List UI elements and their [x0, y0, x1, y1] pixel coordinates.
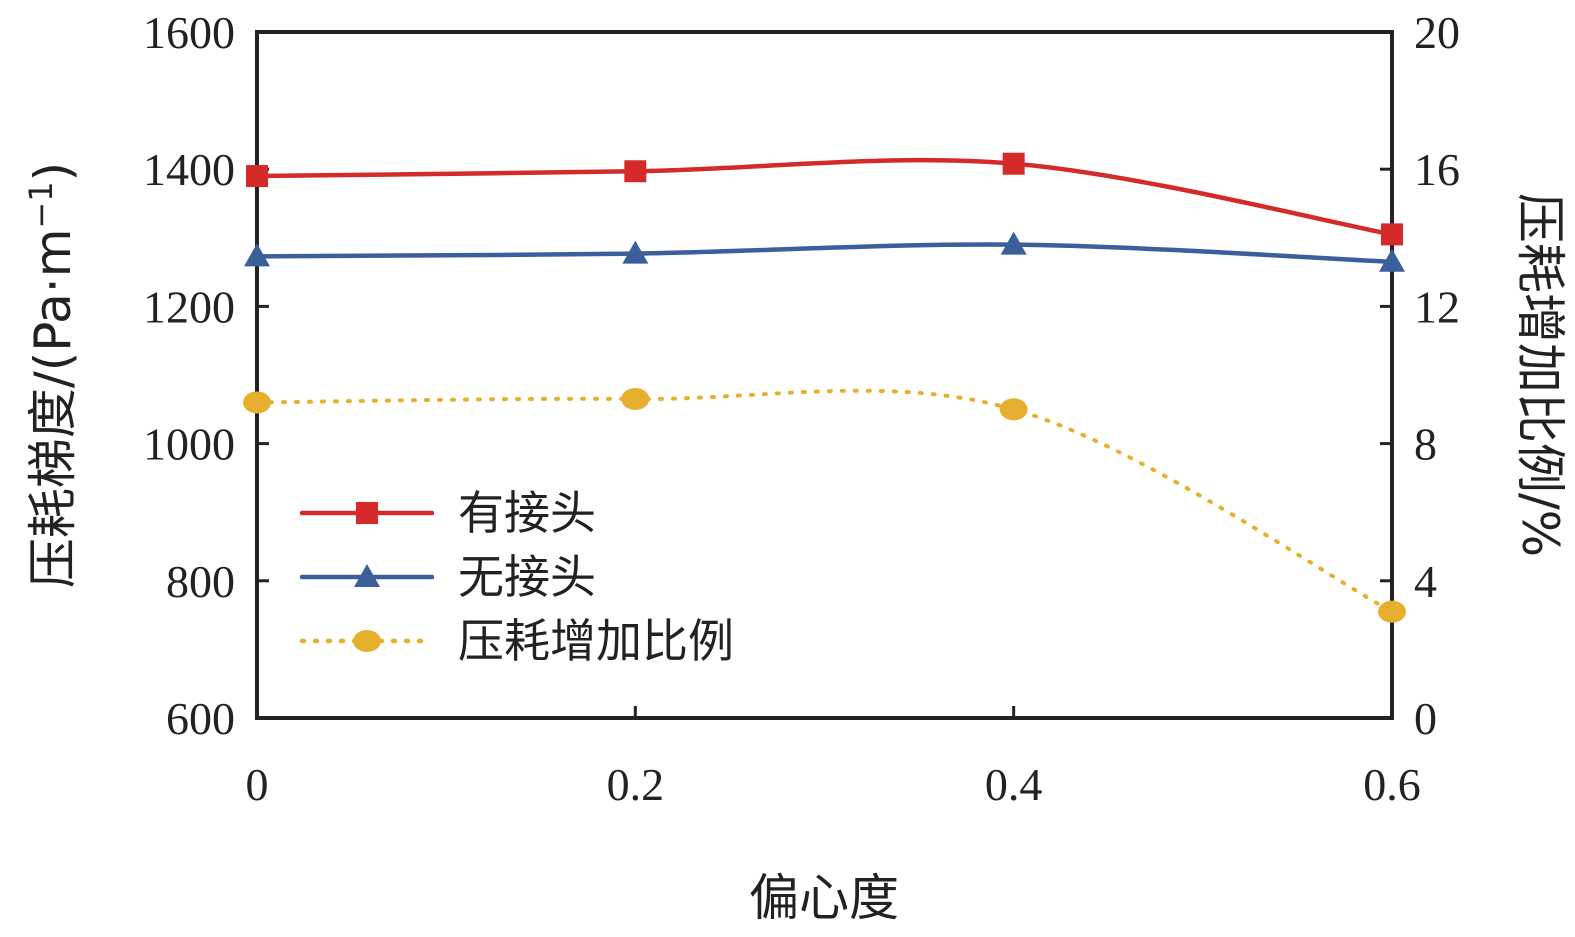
y-tick-label: 1000 — [143, 419, 235, 470]
y2-tick-label: 8 — [1414, 419, 1437, 470]
y-tick-label: 800 — [166, 556, 235, 607]
x-tick-label: 0.6 — [1363, 759, 1421, 810]
data-point — [243, 391, 271, 414]
y-axis-title-sup: −1 — [22, 181, 60, 228]
y-tick-label: 1400 — [143, 144, 235, 195]
y2-tick-label: 0 — [1414, 693, 1437, 744]
y-tick-label: 1200 — [143, 281, 235, 332]
series-1 — [246, 152, 1403, 246]
data-point — [621, 388, 650, 411]
series-layer — [243, 152, 1406, 623]
data-point — [1379, 248, 1405, 272]
legend-label: 无接头 — [458, 550, 596, 604]
data-point — [244, 243, 270, 267]
legend-marker — [354, 564, 380, 587]
series-2 — [244, 231, 1405, 272]
x-tick-label: 0 — [246, 759, 269, 810]
y2-axis-title: 压耗增加比例/% — [1511, 193, 1569, 557]
y2-tick-label: 12 — [1414, 281, 1460, 332]
x-axis-ticks: 0 0.2 0.4 0.6 — [246, 706, 1421, 810]
legend-marker — [356, 502, 378, 524]
plot-frame — [255, 30, 1394, 720]
data-point — [1378, 600, 1406, 623]
y-axis-title: 压耗梯度/(Pa·m−1) — [22, 162, 82, 588]
y2-tick-label: 20 — [1414, 7, 1460, 58]
data-point — [246, 165, 268, 188]
data-point — [1000, 231, 1027, 255]
y-axis-title-main: 压耗梯度/(Pa·m — [24, 229, 82, 589]
x-axis-title: 偏心度 — [749, 869, 899, 927]
y2-tick-label: 4 — [1414, 556, 1437, 607]
data-point — [1381, 223, 1403, 246]
data-point — [622, 240, 649, 264]
legend-label: 有接头 — [458, 486, 596, 540]
y-tick-label: 600 — [166, 693, 235, 744]
x-tick-label: 0.4 — [985, 759, 1043, 810]
y-tick-label: 1600 — [143, 7, 235, 58]
x-tick-label: 0.2 — [607, 759, 665, 810]
y2-tick-label: 16 — [1414, 144, 1460, 195]
series-line — [254, 157, 1395, 237]
series-3 — [243, 388, 1406, 623]
y2-axis-ticks: 0 4 8 12 16 20 — [1380, 7, 1460, 744]
data-point — [1002, 152, 1025, 175]
data-point — [999, 398, 1028, 421]
series-line — [255, 388, 1394, 614]
legend-label: 压耗增加比例 — [458, 614, 734, 668]
data-point — [624, 160, 647, 183]
legend-marker — [353, 630, 381, 652]
y-axis-title-close: ) — [24, 162, 82, 182]
y-axis-ticks: 600 800 1000 1200 1400 1600 — [143, 7, 269, 744]
series-line — [254, 242, 1395, 265]
